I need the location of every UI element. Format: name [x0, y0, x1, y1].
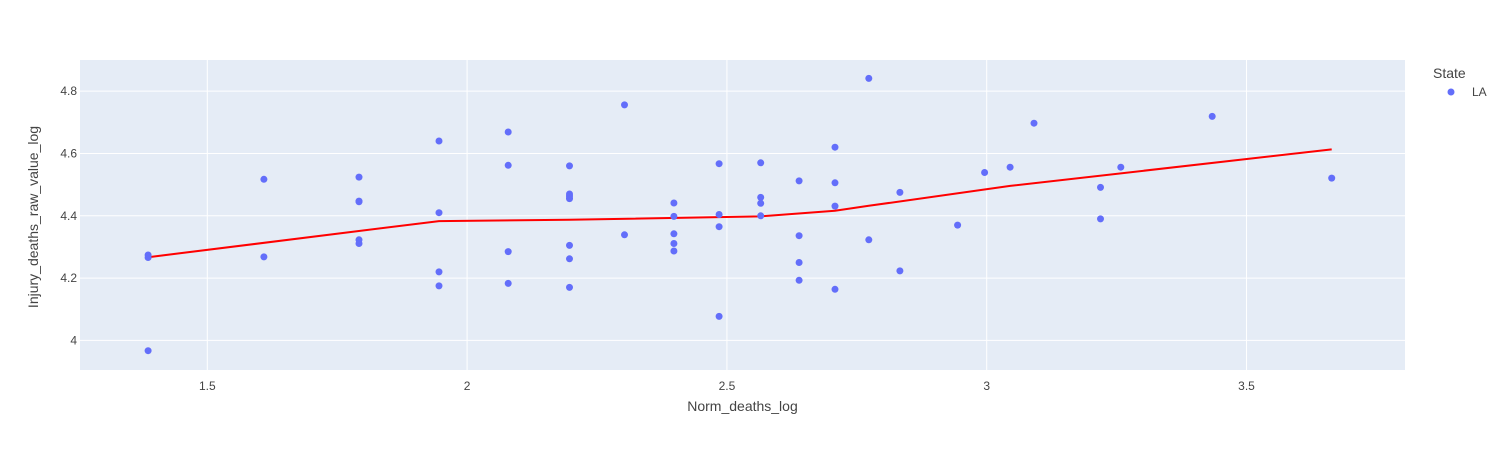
grid-lines — [80, 60, 1405, 370]
data-point[interactable] — [566, 255, 573, 263]
data-point[interactable] — [795, 259, 803, 266]
data-point[interactable] — [621, 101, 628, 109]
x-tick-label: 2 — [464, 379, 471, 393]
y-tick-label: 4.6 — [60, 146, 77, 160]
legend-title: State — [1433, 65, 1466, 81]
x-tick-label: 1.5 — [199, 379, 216, 393]
data-point[interactable] — [757, 193, 765, 201]
data-point[interactable] — [1030, 119, 1038, 127]
data-point[interactable] — [670, 240, 678, 247]
x-axis-title: Norm_deaths_log — [687, 398, 798, 414]
y-tick-label: 4.8 — [60, 84, 77, 98]
data-point[interactable] — [715, 211, 723, 218]
data-point[interactable] — [670, 212, 678, 220]
data-point[interactable] — [1328, 174, 1336, 182]
x-tick-label: 2.5 — [719, 379, 736, 393]
legend-marker — [1447, 88, 1455, 96]
trendline-layer — [147, 148, 1332, 259]
scatter-points — [144, 74, 1336, 355]
legend-label: LA — [1472, 85, 1487, 99]
y-tick-label: 4 — [70, 333, 77, 347]
y-tick-label: 4.4 — [60, 209, 77, 223]
data-point[interactable] — [435, 282, 443, 290]
data-point[interactable] — [566, 162, 573, 170]
data-point[interactable] — [435, 137, 443, 145]
data-point[interactable] — [865, 74, 873, 82]
data-point[interactable] — [355, 198, 363, 206]
data-point[interactable] — [896, 188, 904, 196]
x-tick-label: 3 — [983, 379, 990, 393]
data-point[interactable] — [621, 231, 628, 239]
x-axis-ticks: 1.5 2 2.5 3 3.5 — [199, 379, 1255, 393]
data-point[interactable] — [435, 209, 443, 217]
data-point[interactable] — [757, 199, 765, 207]
y-tick-label: 4.2 — [60, 271, 77, 285]
data-point[interactable] — [144, 347, 152, 355]
data-point[interactable] — [795, 232, 803, 240]
plot-area — [80, 60, 1405, 370]
data-point[interactable] — [896, 267, 904, 275]
data-point[interactable] — [1097, 215, 1104, 223]
data-point[interactable] — [715, 160, 723, 168]
data-point[interactable] — [831, 179, 839, 187]
data-point[interactable] — [566, 283, 573, 291]
data-point[interactable] — [831, 202, 839, 210]
data-point[interactable] — [355, 173, 363, 181]
y-axis-title: Injury_deaths_raw_value_log — [25, 126, 41, 308]
legend[interactable]: State LA — [1433, 65, 1487, 99]
data-point[interactable] — [144, 254, 152, 261]
data-point[interactable] — [865, 236, 873, 244]
data-point[interactable] — [260, 175, 268, 183]
data-point[interactable] — [355, 240, 363, 247]
data-point[interactable] — [260, 253, 268, 261]
data-point[interactable] — [795, 276, 803, 284]
data-point[interactable] — [795, 177, 803, 185]
data-point[interactable] — [566, 241, 573, 249]
data-point[interactable] — [504, 248, 512, 256]
data-point[interactable] — [1097, 183, 1104, 191]
data-point[interactable] — [954, 221, 962, 229]
data-point[interactable] — [757, 212, 765, 220]
data-point[interactable] — [670, 230, 678, 238]
data-point[interactable] — [504, 161, 512, 169]
data-point[interactable] — [670, 199, 678, 207]
y-axis-ticks: 4 4.2 4.4 4.6 4.8 — [60, 84, 77, 347]
trendline — [147, 148, 1332, 259]
data-point[interactable] — [1006, 163, 1014, 171]
data-point[interactable] — [981, 169, 989, 176]
data-point[interactable] — [504, 279, 512, 287]
data-point[interactable] — [1117, 163, 1125, 171]
data-point[interactable] — [831, 285, 839, 293]
data-point[interactable] — [831, 143, 839, 151]
data-point[interactable] — [566, 195, 573, 203]
data-point[interactable] — [715, 223, 723, 231]
data-point[interactable] — [715, 312, 723, 320]
data-point[interactable] — [670, 247, 678, 255]
data-point[interactable] — [1208, 112, 1216, 120]
data-point[interactable] — [504, 128, 512, 136]
legend-item-la[interactable]: LA — [1447, 85, 1487, 99]
data-point[interactable] — [757, 159, 765, 167]
data-point[interactable] — [435, 268, 443, 276]
x-tick-label: 3.5 — [1238, 379, 1255, 393]
